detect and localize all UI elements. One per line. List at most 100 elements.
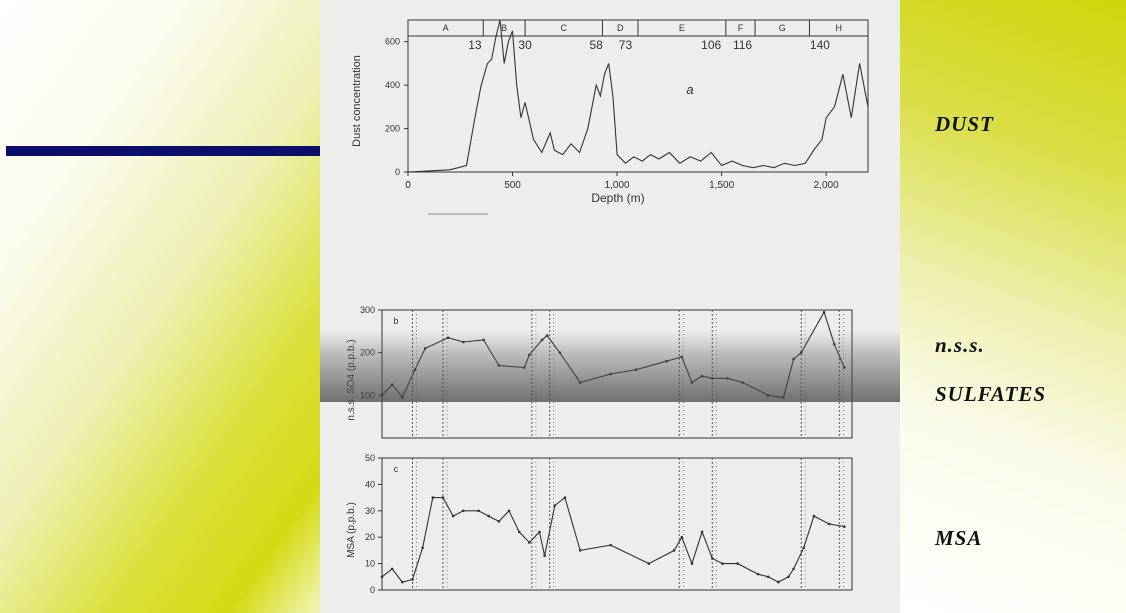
data-point: [792, 357, 795, 361]
data-point: [812, 514, 816, 518]
y-tick-label: 0: [370, 585, 375, 595]
data-point: [528, 541, 531, 544]
data-point: [543, 554, 546, 557]
right-gradient-panel: [900, 0, 1126, 613]
y-tick-label: 0: [395, 167, 400, 177]
data-point: [390, 567, 394, 571]
data-point: [461, 509, 465, 513]
sulfate-panel: 100 200 300 n.s.s. SO4 (p.p.b.) b: [346, 305, 853, 439]
left-gradient-panel: [0, 0, 320, 613]
age-label: 116: [733, 38, 752, 52]
y-tick-label: 50: [365, 453, 375, 463]
data-point: [578, 549, 582, 552]
x-tick-label: 2,000: [814, 180, 839, 191]
dust-panel: A B C D E F G H 13 30 58 73 106 116 140 0 500 1,000 1,500 2…: [351, 19, 869, 215]
data-point: [487, 514, 491, 518]
sulfates-label-line2: SULFATES: [935, 382, 1047, 406]
data-point: [726, 376, 729, 380]
data-point: [401, 580, 404, 584]
x-tick-label: 1,000: [605, 180, 630, 191]
y-tick-label: 20: [365, 532, 375, 542]
stage-label: C: [561, 23, 568, 33]
data-point: [832, 342, 836, 346]
y-axis-label: MSA (p.p.b.): [346, 502, 357, 558]
data-point: [787, 575, 790, 579]
age-label: 30: [518, 38, 532, 52]
data-point: [540, 338, 544, 342]
y-tick-label: 200: [360, 348, 375, 358]
data-point: [634, 368, 638, 372]
data-point: [843, 366, 846, 369]
y-tick-label: 100: [360, 390, 375, 400]
data-point: [545, 334, 549, 337]
panel-letter: b: [393, 316, 398, 326]
panel-letter: c: [394, 464, 399, 474]
data-point: [843, 525, 846, 528]
data-point: [507, 509, 511, 513]
data-point: [451, 514, 455, 518]
data-point: [380, 575, 384, 579]
data-point: [766, 575, 770, 579]
data-point: [553, 504, 557, 507]
y-tick-label: 40: [365, 479, 375, 489]
data-point: [482, 338, 485, 342]
data-point: [690, 381, 694, 384]
data-point: [441, 496, 445, 499]
y-tick-label: 600: [385, 37, 400, 47]
y-tick-label: 400: [385, 80, 400, 90]
age-label: 73: [619, 38, 633, 52]
data-point: [497, 364, 501, 367]
data-point: [710, 376, 714, 380]
age-label: 140: [810, 38, 830, 52]
data-point: [401, 396, 404, 399]
data-point: [517, 530, 521, 534]
dust-series-line: [407, 19, 869, 173]
data-point: [672, 549, 676, 552]
data-point: [578, 381, 582, 384]
plot-frame: [381, 457, 853, 591]
data-point: [665, 359, 668, 363]
data-point: [390, 383, 394, 386]
sulfates-label-line1: n.s.s.: [935, 333, 985, 357]
data-point: [522, 366, 526, 369]
data-point: [721, 562, 724, 565]
data-point: [766, 394, 770, 397]
data-point: [690, 562, 694, 565]
data-point: [411, 578, 414, 581]
y-tick-label: 30: [365, 506, 375, 516]
data-point: [792, 567, 795, 571]
stage-label: B: [501, 23, 507, 33]
data-point: [777, 580, 780, 584]
data-point: [609, 372, 612, 376]
data-point: [431, 496, 435, 499]
y-tick-label: 300: [360, 305, 375, 315]
data-point: [700, 374, 704, 378]
data-point: [497, 520, 501, 523]
data-point: [446, 336, 450, 340]
y-axis-label: Dust concentration: [351, 55, 363, 147]
navy-accent-bar: [6, 146, 320, 156]
stage-label: G: [779, 23, 786, 33]
msa-label: MSA: [935, 526, 983, 550]
data-point: [756, 572, 760, 576]
y-tick-label: 200: [385, 124, 400, 134]
data-point: [413, 368, 417, 372]
panel-letter: a: [686, 82, 693, 97]
data-point: [421, 546, 424, 550]
data-point: [710, 557, 714, 560]
age-label: 106: [701, 38, 721, 52]
stage-label: F: [738, 23, 744, 33]
data-point: [802, 546, 806, 550]
age-label: 13: [468, 38, 482, 52]
stage-label: E: [679, 23, 685, 33]
stage-label: H: [835, 23, 842, 33]
dust-label: DUST: [935, 112, 994, 136]
data-point: [380, 394, 384, 397]
data-point: [538, 530, 541, 534]
data-point: [799, 351, 803, 354]
x-axis-label: Depth (m): [591, 191, 644, 205]
data-point: [558, 351, 562, 354]
x-tick-label: 0: [405, 180, 411, 191]
data-point: [700, 530, 704, 534]
